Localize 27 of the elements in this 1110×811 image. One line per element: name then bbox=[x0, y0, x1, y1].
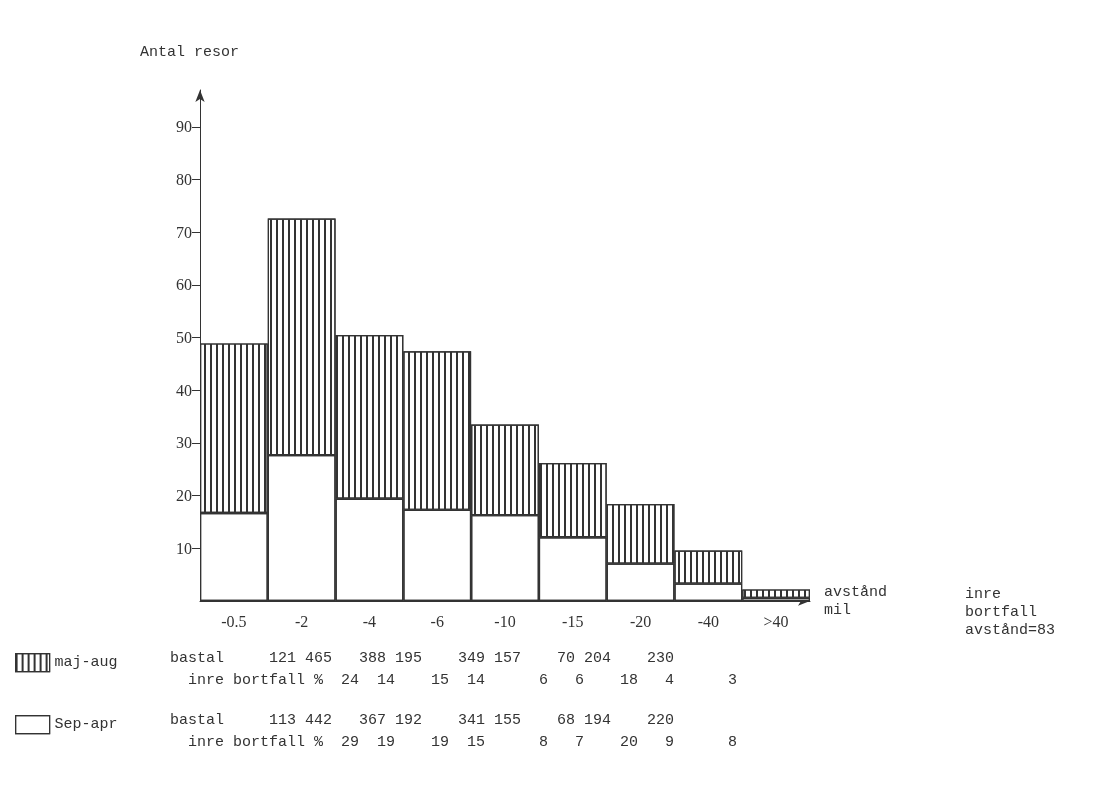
x-tick-label: -10 bbox=[494, 612, 516, 630]
x-tick-label: -40 bbox=[697, 612, 719, 630]
y-tick-label: 30 bbox=[176, 434, 192, 452]
y-tick-label: 80 bbox=[176, 171, 192, 189]
y-tick-label: 50 bbox=[176, 329, 192, 347]
x-tick-label: -15 bbox=[562, 612, 584, 630]
x-tick-label: >40 bbox=[763, 612, 789, 630]
x-tick-label: -6 bbox=[430, 612, 444, 630]
x-tick-label: -4 bbox=[362, 612, 377, 630]
text: inre bortfall % 29 19 19 15 8 7 20 9 8 bbox=[187, 734, 738, 751]
text: inre bortfall % 24 14 15 14 6 6 18 4 3 bbox=[187, 672, 738, 689]
x-tick-label: -0.5 bbox=[221, 612, 247, 630]
y-tick-label: 60 bbox=[176, 276, 192, 294]
y-tick-label: 20 bbox=[176, 487, 192, 505]
y-tick-label: 10 bbox=[176, 539, 192, 557]
legend-label: maj-aug bbox=[54, 654, 118, 672]
x-axis-title: avstånd mil bbox=[824, 583, 888, 619]
y-tick-label: 70 bbox=[176, 223, 192, 241]
x-tick-label: -2 bbox=[295, 612, 309, 630]
text: inre bortfall avstånd=83 bbox=[965, 585, 1056, 639]
text: bastal 113 442 367 192 341 155 68 194 220 bbox=[170, 712, 675, 729]
x-tick-label: -20 bbox=[629, 612, 652, 630]
y-tick-label: 40 bbox=[176, 381, 192, 399]
y-axis-title: Antal resor bbox=[140, 44, 240, 61]
text: bastal 121 465 388 195 349 157 70 204 230 bbox=[170, 650, 675, 667]
legend-label: Sep-apr bbox=[54, 716, 118, 734]
y-tick-label: 90 bbox=[176, 118, 192, 136]
